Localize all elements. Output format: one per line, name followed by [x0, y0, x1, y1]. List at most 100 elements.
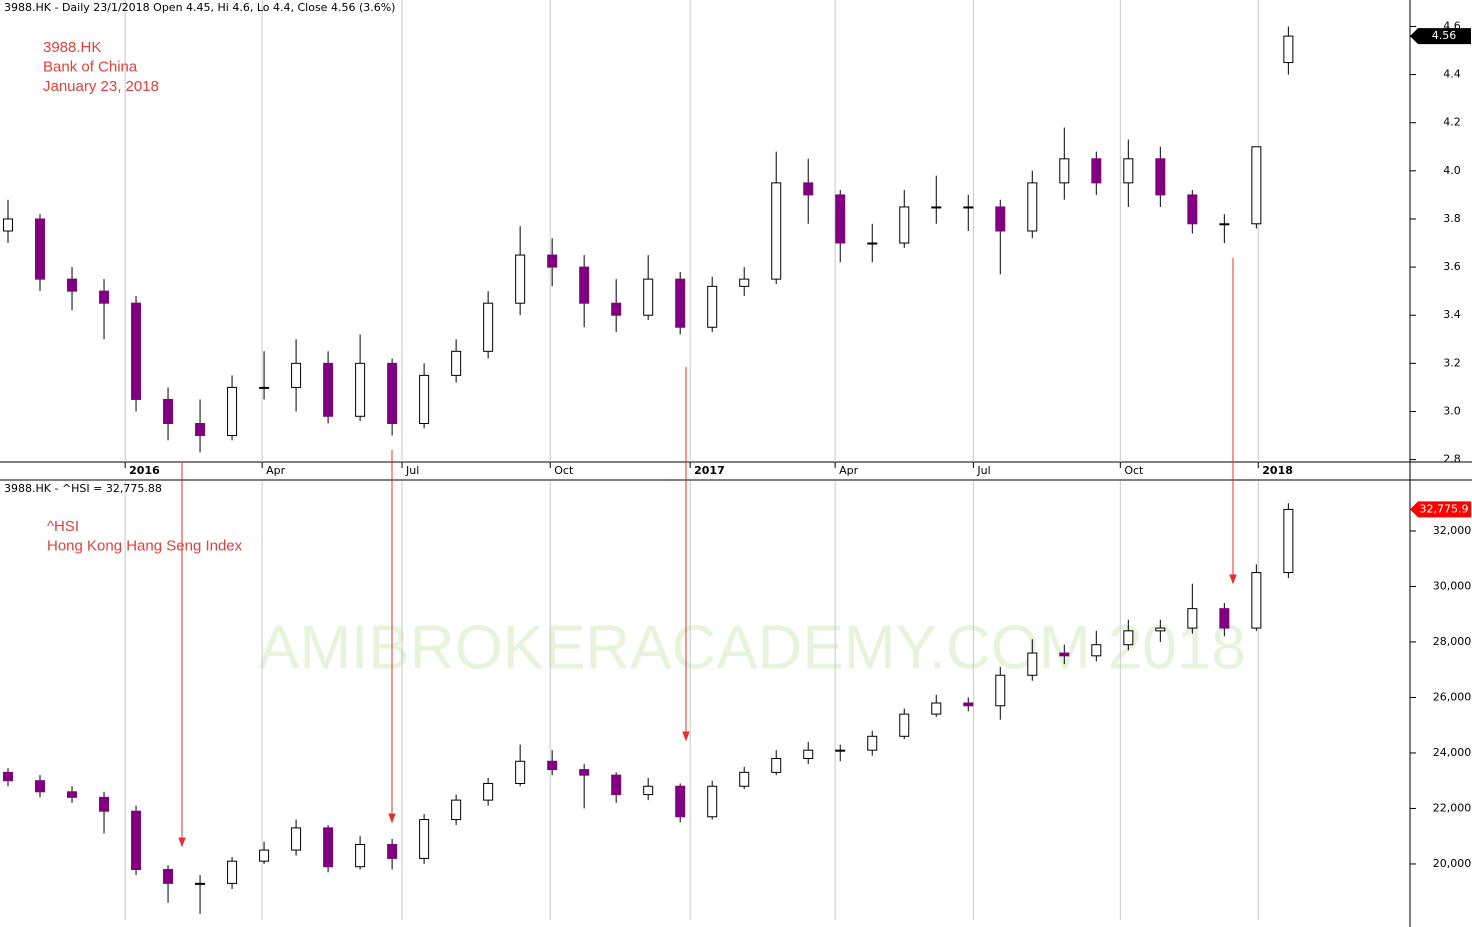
price-tag-box: [1410, 501, 1471, 518]
candle-body: [579, 266, 590, 304]
y-tick-label: 3.0: [1443, 404, 1461, 417]
candle-body: [483, 302, 494, 352]
candle-body: [995, 674, 1006, 707]
annotation: January 23, 2018: [43, 78, 159, 95]
candle-body: [707, 285, 718, 328]
panel-title: 3988.HK - ^HSI = 32,775.88: [4, 482, 162, 495]
candle-body: [931, 702, 942, 715]
candle-body: [547, 760, 558, 771]
candle-body: [547, 254, 558, 268]
y-tick-label: 30,000: [1433, 579, 1472, 592]
candle-body: [1155, 158, 1166, 196]
candle-body: [227, 860, 238, 884]
x-tick-label: Apr: [266, 464, 286, 477]
candle-body: [163, 868, 174, 884]
candle-body: [1091, 644, 1102, 657]
candle-body: [419, 819, 430, 859]
candle-body: [899, 206, 910, 244]
candle-body: [803, 749, 814, 759]
candle-body: [515, 254, 526, 304]
y-tick-label: 3.8: [1443, 212, 1461, 225]
candle-body: [643, 785, 654, 796]
candle-body: [323, 827, 334, 868]
candle-body: [963, 206, 974, 209]
candle-body: [1027, 652, 1038, 676]
panel: 20,000 22,000 24,000 26,000 28,000 30,000 32,0…: [3, 481, 1472, 920]
y-tick-label: 3.2: [1443, 356, 1461, 369]
candle-body: [355, 844, 366, 868]
candle-body: [931, 206, 942, 209]
candle-body: [1219, 608, 1230, 629]
candle-body: [291, 362, 302, 388]
candle-body: [451, 799, 462, 821]
candle-body: [163, 398, 174, 424]
candle-body: [611, 774, 622, 796]
x-tick-label: Oct: [1124, 464, 1144, 477]
candle-body: [387, 362, 398, 424]
candle-body: [803, 182, 814, 196]
candle-body: [1059, 158, 1070, 184]
candle-body: [419, 374, 430, 424]
candle-body: [67, 278, 78, 292]
candle-body: [1155, 627, 1166, 632]
arrow-head: [1229, 574, 1237, 585]
panel: 2016 Apr Jul Oct 2017 Apr Jul Oct 2018 2.8 3.0 3.2 3…: [3, 0, 1471, 477]
candle-body: [323, 362, 334, 417]
candle-body: [483, 782, 494, 801]
candle-body: [515, 760, 526, 784]
candle-body: [675, 278, 686, 328]
x-tick-label: Jul: [976, 464, 990, 477]
candle-body: [451, 350, 462, 376]
panel-title: 3988.HK - Daily 23/1/2018 Open 4.45, Hi …: [4, 1, 395, 14]
x-tick-label: 2018: [1262, 464, 1293, 477]
candle-body: [227, 386, 238, 437]
price-tag-label: 4.56: [1432, 29, 1457, 42]
candle-body: [835, 749, 846, 752]
candle-body: [1283, 508, 1294, 574]
candle-body: [131, 810, 142, 870]
y-tick-label: 4.2: [1443, 116, 1461, 129]
watermark: AMIBROKERACADEMY.COM 2018: [258, 613, 1246, 682]
x-tick-label: Oct: [554, 464, 574, 477]
candle-body: [1091, 158, 1102, 184]
candle-body: [899, 713, 910, 737]
annotation-arrows: [178, 258, 1237, 848]
candle-body: [739, 771, 750, 787]
candle-body: [259, 386, 270, 389]
candle-body: [3, 771, 14, 782]
candle-body: [387, 844, 398, 859]
arrow-head: [178, 837, 186, 848]
candle-body: [1251, 146, 1262, 225]
candle-body: [1219, 223, 1230, 226]
candle-body: [867, 735, 878, 751]
candle-body: [35, 780, 46, 793]
candle-body: [707, 785, 718, 818]
y-tick-label: 2.8: [1443, 453, 1461, 466]
y-tick-label: 22,000: [1433, 801, 1472, 814]
candle-body: [1059, 652, 1070, 657]
annotation: Bank of China: [43, 58, 138, 75]
candle-body: [611, 302, 622, 316]
candle-body: [739, 278, 750, 287]
candle-body: [35, 218, 46, 280]
x-tick-label: 2017: [694, 464, 725, 477]
candle-body: [1187, 194, 1198, 225]
candle-body: [259, 849, 270, 862]
candle-body: [867, 242, 878, 245]
candle-body: [131, 302, 142, 400]
annotation: Hong Kong Hang Seng Index: [47, 537, 243, 554]
y-tick-label: 28,000: [1433, 635, 1472, 648]
candle-body: [99, 290, 110, 304]
candle-body: [771, 757, 782, 773]
candle-body: [963, 702, 974, 707]
candle-body: [835, 194, 846, 244]
annotation: ^HSI: [47, 518, 79, 535]
y-tick-label: 20,000: [1433, 857, 1472, 870]
candle-body: [291, 827, 302, 851]
candle-body: [1123, 630, 1134, 646]
x-tick-label: 2016: [129, 464, 160, 477]
candle-body: [643, 278, 654, 316]
arrow-head: [682, 731, 690, 742]
